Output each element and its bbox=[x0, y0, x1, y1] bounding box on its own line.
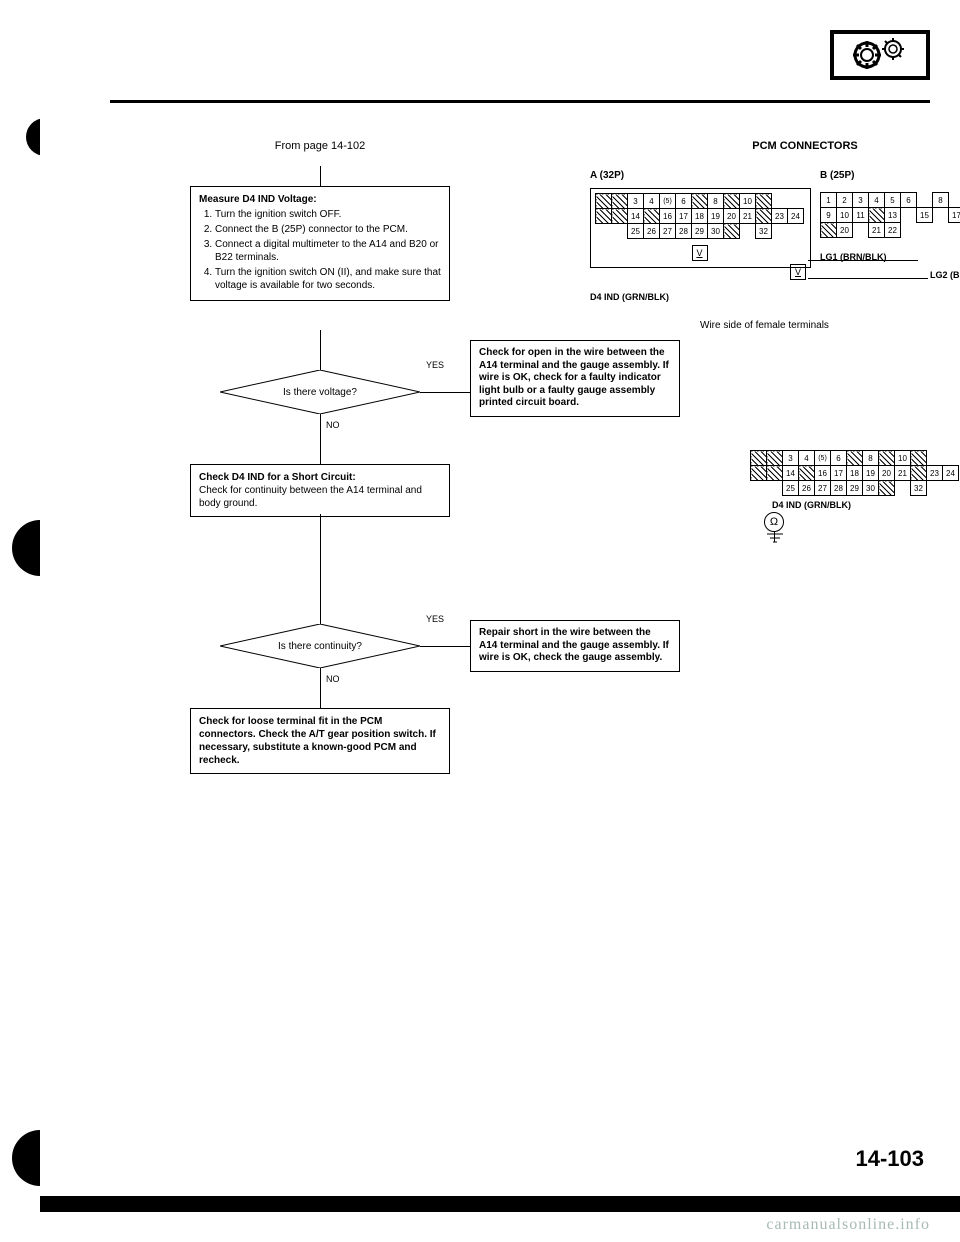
yes-label: YES bbox=[426, 360, 444, 370]
yes-label: YES bbox=[426, 614, 444, 624]
flow-line bbox=[320, 414, 321, 464]
d4-label-2: D4 IND (GRN/BLK) bbox=[772, 500, 959, 510]
decision-label: Is there continuity? bbox=[220, 624, 420, 668]
connector-diagrams: PCM CONNECTORS A (32P) B (25P) 34(5)6810… bbox=[590, 140, 960, 340]
flowchart: From page 14-102 Measure D4 IND Voltage:… bbox=[190, 140, 450, 162]
connectors-title: PCM CONNECTORS bbox=[590, 140, 960, 152]
wire-side-label: Wire side of female terminals bbox=[700, 320, 829, 331]
flow-line bbox=[320, 166, 321, 186]
d4-label: D4 IND (GRN/BLK) bbox=[590, 292, 669, 302]
decision-continuity: Is there continuity? bbox=[220, 624, 420, 668]
final-text: Check for loose terminal fit in the PCM … bbox=[199, 716, 436, 766]
decision-label: Is there voltage? bbox=[220, 370, 420, 414]
measure-step: Turn the ignition switch OFF. bbox=[215, 208, 441, 221]
short-circuit-box: Check D4 IND for a Short Circuit: Check … bbox=[190, 464, 450, 517]
connector-b-grid: 1234568 91011131517 202122 bbox=[820, 192, 960, 238]
watermark: carmanualsonline.info bbox=[766, 1216, 930, 1234]
gear-badge bbox=[830, 30, 930, 80]
wire-line bbox=[808, 260, 918, 261]
flow-line bbox=[420, 646, 470, 647]
repair-short-box: Repair short in the wire between the A14… bbox=[470, 620, 680, 672]
flow-line bbox=[320, 668, 321, 708]
measure-step: Connect a digital multimeter to the A14 … bbox=[215, 238, 441, 264]
connector-a2-grid: 34(5)6810 141617181920212324 25262728293… bbox=[750, 450, 959, 496]
measure-step: Connect the B (25P) connector to the PCM… bbox=[215, 223, 441, 236]
flow-line bbox=[320, 514, 321, 624]
voltage-icon: V bbox=[692, 245, 708, 261]
bottom-bar bbox=[40, 1196, 960, 1212]
open-wire-box: Check for open in the wire between the A… bbox=[470, 340, 680, 417]
no-label: NO bbox=[326, 420, 340, 430]
no-label: NO bbox=[326, 674, 340, 684]
decision-voltage: Is there voltage? bbox=[220, 370, 420, 414]
page-number: 14-103 bbox=[855, 1146, 924, 1172]
flow-line bbox=[320, 330, 321, 370]
lg2-label: LG2 (BRN/BLK) bbox=[930, 270, 960, 280]
short-body: Check for continuity between the A14 ter… bbox=[199, 485, 422, 509]
measure-box: Measure D4 IND Voltage: Turn the ignitio… bbox=[190, 186, 450, 301]
from-page-label: From page 14-102 bbox=[190, 140, 450, 152]
header-rule bbox=[110, 100, 930, 103]
b-label: B (25P) bbox=[820, 170, 854, 181]
measure-step: Turn the ignition switch ON (II), and ma… bbox=[215, 266, 441, 292]
measure-title: Measure D4 IND Voltage: bbox=[199, 194, 317, 205]
ohm-icon: Ω bbox=[764, 512, 784, 532]
connector-a-grid: 34(5)6810 141617181920212324 25262728293… bbox=[595, 193, 804, 239]
voltage-icon: V bbox=[790, 264, 806, 280]
a-label: A (32P) bbox=[590, 170, 624, 181]
short-title: Check D4 IND for a Short Circuit: bbox=[199, 472, 356, 483]
flow-line bbox=[420, 392, 470, 393]
final-box: Check for loose terminal fit in the PCM … bbox=[190, 708, 450, 774]
open-wire-text: Check for open in the wire between the A… bbox=[479, 347, 669, 408]
page: From page 14-102 Measure D4 IND Voltage:… bbox=[40, 0, 960, 1242]
wire-line bbox=[774, 532, 775, 542]
repair-short-text: Repair short in the wire between the A14… bbox=[479, 627, 669, 663]
wire-line bbox=[808, 278, 928, 279]
